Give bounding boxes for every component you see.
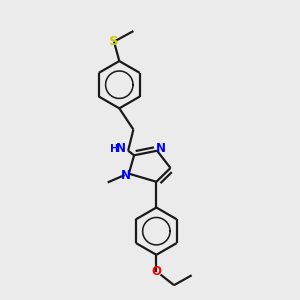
Text: H: H (110, 144, 118, 154)
Text: N: N (116, 142, 126, 155)
Text: O: O (152, 265, 161, 278)
Text: S: S (109, 35, 119, 48)
Text: N: N (156, 142, 166, 155)
Text: N: N (121, 169, 131, 182)
